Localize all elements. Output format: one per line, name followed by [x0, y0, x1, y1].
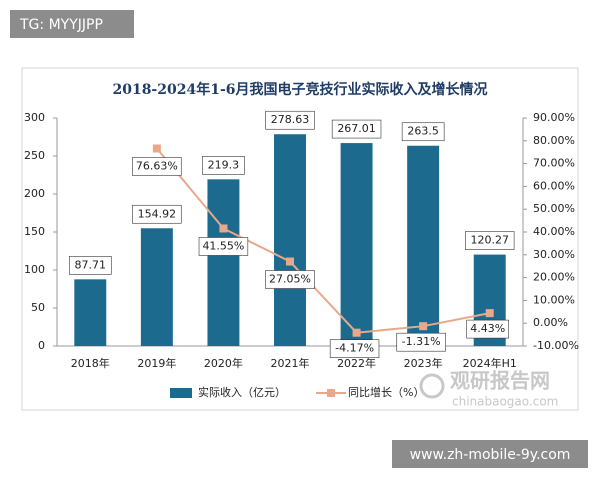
bar-value-label: 120.27 [470, 234, 509, 247]
y2-tick-label: 40.00% [533, 225, 575, 238]
line-marker [219, 224, 228, 233]
chart-title: 2018-2024年1-6月我国电子竞技行业实际收入及增长情况 [112, 81, 487, 98]
y2-tick-label: 50.00% [533, 202, 575, 215]
y-tick-label: 250 [24, 149, 45, 162]
bar-value-label: 263.5 [407, 125, 439, 138]
line-marker [286, 257, 294, 266]
bar [407, 145, 440, 346]
y2-tick-label: 80.00% [533, 134, 575, 147]
x-tick-label: 2018年 [71, 356, 110, 370]
legend-swatch-marker [327, 389, 335, 397]
y-tick-label: 150 [24, 225, 45, 238]
y2-tick-label: 20.00% [533, 271, 575, 284]
legend-swatch [170, 388, 192, 398]
bar [74, 279, 107, 346]
bar-value-label: 267.01 [337, 122, 376, 135]
x-tick-label: 2023年 [404, 356, 443, 370]
y2-tick-label: 0.00% [533, 316, 568, 329]
bar-value-label-box [132, 204, 182, 224]
line-marker [485, 309, 494, 318]
line-value-label-box [396, 332, 446, 352]
line [156, 147, 490, 334]
line-value-label-box [132, 157, 182, 176]
bar-value-label: 278.63 [271, 113, 310, 126]
line-value-label: 41.55% [202, 239, 244, 252]
legend-label: 同比增长（%） [348, 385, 424, 399]
logo-url: chinabaogao.com [452, 395, 558, 409]
y2-tick-label: 70.00% [533, 157, 575, 170]
y2-tick-label: 60.00% [533, 179, 575, 192]
bar [340, 143, 373, 346]
bar-value-label-box [465, 231, 515, 250]
y-tick-label: 50 [31, 301, 45, 314]
line-value-label-box [329, 339, 380, 359]
bar-value-label-box [265, 110, 315, 130]
bar [207, 179, 240, 346]
line-marker [352, 328, 361, 337]
y-tick-label: 200 [24, 187, 45, 200]
line-value-label: -4.17% [335, 342, 374, 355]
bar-value-label-box [331, 119, 382, 139]
logo-name: 观研报告网 [450, 369, 550, 393]
bar [140, 228, 173, 346]
y2-tick-label: 10.00% [533, 293, 575, 306]
site-badge [392, 440, 588, 468]
line-value-label: -1.31% [402, 335, 441, 348]
site-text: www.zh-mobile-9y.com [410, 447, 571, 463]
tg-badge [10, 10, 134, 38]
line-marker [152, 144, 161, 153]
line-value-label-box [466, 319, 510, 339]
line-value-label: 27.05% [269, 273, 311, 286]
y-tick-label: 0 [38, 339, 45, 352]
line-value-label-box [265, 270, 315, 289]
bar-value-label-box [401, 122, 445, 142]
bar-value-label-box [202, 156, 245, 175]
tg-text: TG: MYYJJPP [19, 17, 103, 33]
y2-tick-label: 90.00% [533, 111, 575, 124]
y-tick-label: 100 [24, 263, 45, 276]
y2-tick-label: 30.00% [533, 248, 575, 261]
line-value-label-box [198, 237, 249, 256]
bar-value-label-box [68, 256, 112, 275]
line-marker [419, 322, 428, 331]
bar [274, 134, 306, 346]
x-tick-label: 2021年 [271, 356, 310, 370]
y-tick-label: 300 [24, 111, 45, 124]
line-value-label: 4.43% [470, 322, 505, 335]
y2-tick-label: -10.00% [533, 339, 579, 352]
x-tick-label: 2022年 [337, 356, 376, 370]
bar-value-label: 87.71 [75, 258, 107, 271]
x-tick-label: 2024年H1 [463, 356, 517, 370]
legend-label: 实际收入（亿元） [198, 385, 286, 399]
bar-value-label: 154.92 [138, 207, 177, 220]
logo-icon [419, 373, 445, 399]
line-value-label: 76.63% [136, 159, 178, 172]
bar-value-label: 219.3 [208, 158, 240, 171]
x-tick-label: 2019年 [137, 356, 176, 370]
x-tick-label: 2020年 [204, 356, 243, 370]
